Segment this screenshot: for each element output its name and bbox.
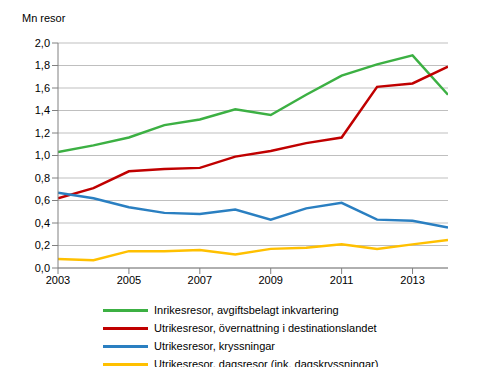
svg-text:1,8: 1,8 [35, 59, 50, 71]
svg-text:2003: 2003 [46, 274, 70, 286]
html-text:Utrikesresor, övernattning i d: Utrikesresor, övernattning i destination… [154, 322, 377, 334]
svg-text:0,2: 0,2 [35, 239, 50, 251]
html-text:Inrikesresor, avgiftsbelagt in: Inrikesresor, avgiftsbelagt inkvartering [154, 304, 339, 316]
svg-text:2013: 2013 [400, 274, 424, 286]
svg-text:1,2: 1,2 [35, 127, 50, 139]
svg-text:0,0: 0,0 [35, 262, 50, 274]
svg-text:1,4: 1,4 [35, 104, 50, 116]
svg-text:0,8: 0,8 [35, 172, 50, 184]
svg-text:2005: 2005 [117, 274, 141, 286]
html-text:Utrikesresor, dagsresor (ink.: Utrikesresor, dagsresor (ink. dagskryssn… [154, 358, 379, 370]
svg-text:1,6: 1,6 [35, 82, 50, 94]
html-text:Utrikesresor, kryssningar: Utrikesresor, kryssningar [154, 340, 275, 352]
svg-text:2011: 2011 [330, 274, 354, 286]
svg-text:2007: 2007 [188, 274, 212, 286]
svg-text:1,0: 1,0 [35, 149, 50, 161]
svg-text:0,4: 0,4 [35, 217, 50, 229]
svg-text:2009: 2009 [258, 274, 282, 286]
html-text:Mn resor: Mn resor [22, 12, 66, 24]
svg-text:0,6: 0,6 [35, 194, 50, 206]
svg-text:2,0: 2,0 [35, 37, 50, 49]
